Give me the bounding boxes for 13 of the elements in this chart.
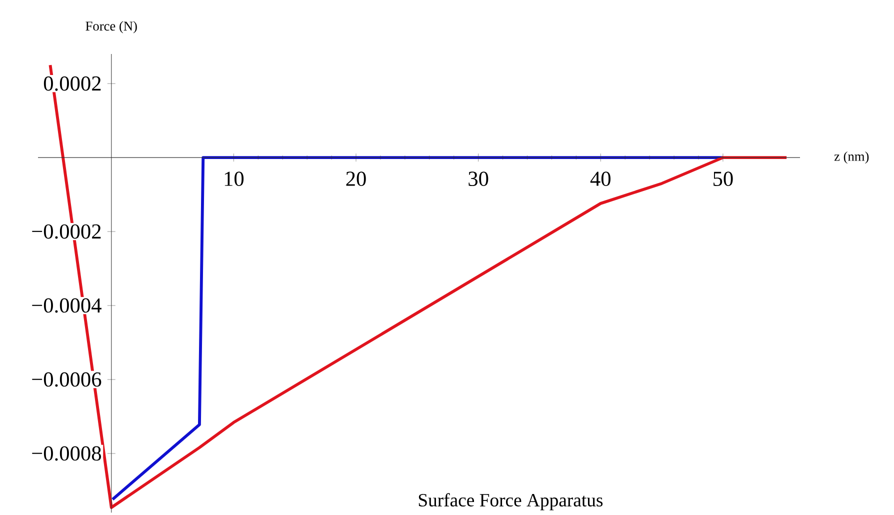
- y-tick-label: −0.0004: [32, 298, 102, 313]
- x-tick-label: 50: [714, 172, 733, 186]
- x-tick-label: 30: [468, 172, 488, 186]
- y-tick-label: −0.0008: [32, 446, 101, 461]
- y-tick-label: 0.0002: [44, 76, 101, 91]
- y-axis-title: Force (N): [86, 21, 137, 34]
- x-axis-title: z (nm): [834, 152, 869, 164]
- x-tick-label: 20: [346, 172, 366, 186]
- x-tick-label: 40: [590, 172, 610, 186]
- y-tick-label: −0.0006: [32, 372, 102, 387]
- text: Surface Force Apparatus: [418, 493, 603, 510]
- x-tick-label: 10: [224, 172, 244, 186]
- y-tick-label: −0.0002: [32, 224, 101, 239]
